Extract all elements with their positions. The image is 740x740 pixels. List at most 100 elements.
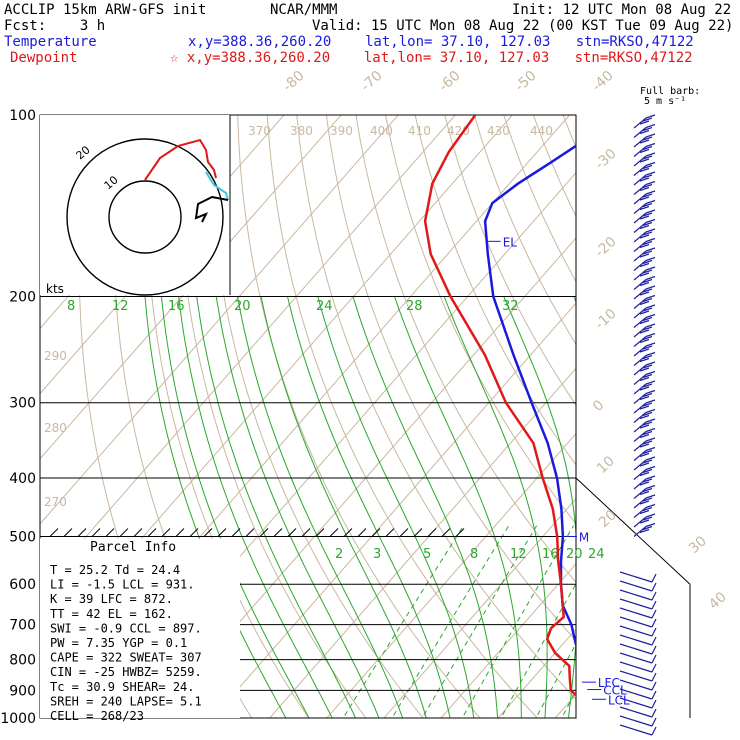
wind-barb xyxy=(633,285,656,300)
mixing-ratio-line xyxy=(561,689,576,718)
pressure-axis: 100 200 300 400 500 600 700 800 900 1000 xyxy=(0,108,36,727)
hatch-mark xyxy=(175,528,185,537)
parcel-info-row: T = 25.2 Td = 24.4 xyxy=(50,563,180,577)
wind-barbs xyxy=(619,114,657,736)
hatch-mark xyxy=(455,528,465,537)
wind-barb xyxy=(633,304,656,319)
moist-adiabat-line xyxy=(237,296,404,718)
pressure-tick-label: 700 xyxy=(9,618,36,634)
dry-adiabat-line xyxy=(532,115,576,218)
wind-barb xyxy=(633,209,656,224)
wind-barb xyxy=(633,484,656,499)
pressure-tick-label: 800 xyxy=(9,653,36,669)
wind-barb xyxy=(633,247,656,262)
valid-time: Valid: 15 UTC Mon 08 Aug 22 (00 KST Tue … xyxy=(312,18,733,34)
hatch-mark xyxy=(343,528,353,537)
wind-barb xyxy=(619,589,657,601)
wind-barb xyxy=(619,661,657,673)
parcel-info-row: Tc = 30.9 SHEAR= 24. xyxy=(50,680,195,694)
pressure-tick-label: 300 xyxy=(9,396,36,412)
hatch-mark xyxy=(105,528,115,537)
moist-adiabat-label: 24 xyxy=(316,299,333,314)
hodograph-ring xyxy=(108,180,182,254)
parcel-info-row: CELL = 268/23 xyxy=(50,709,144,723)
wind-barb xyxy=(619,715,657,727)
wind-barb xyxy=(633,418,656,433)
hatch-mark xyxy=(147,528,157,537)
hatch-mark xyxy=(119,528,129,537)
mixing-ratio-label: 8 xyxy=(470,547,478,562)
hatch-mark xyxy=(399,528,409,537)
hatch-mark xyxy=(413,528,423,537)
moist-adiabat-label: 8 xyxy=(67,299,75,314)
wind-barb xyxy=(633,133,656,148)
wind-barb xyxy=(633,323,656,338)
hatch-mark xyxy=(273,528,283,537)
wind-barb xyxy=(633,446,656,461)
mixing-ratio-label: 16 xyxy=(542,547,559,562)
wind-barb xyxy=(633,228,656,243)
wind-barb xyxy=(619,607,657,619)
dry-adiabat-line xyxy=(207,115,424,718)
isotherm-label: -20 xyxy=(592,234,620,261)
parcel-level-label: LFC xyxy=(598,676,620,690)
wind-barb xyxy=(619,598,657,610)
isotherm-label: 10 xyxy=(594,453,618,477)
hatch-mark xyxy=(231,528,241,537)
wind-barb xyxy=(633,408,656,423)
isotherm-line xyxy=(326,432,576,718)
wind-barb xyxy=(633,180,656,195)
hatch-mark xyxy=(385,528,395,537)
wind-barb xyxy=(619,616,657,628)
barb-legend-line1: Full barb: xyxy=(640,86,700,97)
mixing-ratio-label: 5 xyxy=(423,547,431,562)
parcel-info-row: K = 39 LFC = 872. xyxy=(50,592,173,606)
hatch-mark xyxy=(371,528,381,537)
isotherm-label: -60 xyxy=(436,68,464,95)
wind-barb xyxy=(633,456,656,471)
sounding-traces xyxy=(423,115,576,697)
moist-adiabat-line xyxy=(215,296,380,718)
wind-barb xyxy=(619,580,657,592)
parcel-level-label: CCL xyxy=(603,684,627,698)
mixing-ratio-line xyxy=(535,642,576,718)
wind-barb xyxy=(633,266,656,281)
dry-adiabat-line xyxy=(385,115,576,525)
wind-barb xyxy=(633,190,656,205)
pressure-tick-label: 500 xyxy=(9,529,36,545)
parcel-info-title: Parcel Info xyxy=(90,540,176,555)
hodograph-trace-mid xyxy=(205,171,229,201)
wind-barb xyxy=(633,475,656,490)
parcel-info-row: CIN = -25 HWBZ= 5259. xyxy=(50,665,202,679)
isotherm-line xyxy=(497,628,576,718)
parcel-info-row: LI = -1.5 LCL = 931. xyxy=(50,578,195,592)
wind-barb xyxy=(633,370,656,385)
wind-barb xyxy=(633,361,656,376)
isotherm-line xyxy=(658,102,740,731)
parcel-level-label: LCL xyxy=(608,693,630,707)
wind-barb xyxy=(633,342,656,357)
parcel-info-row: TT = 42 EL = 162. xyxy=(50,607,173,621)
theta-label: 400 xyxy=(370,124,393,138)
mixing-ratio-line xyxy=(342,525,464,718)
moist-adiabat-line xyxy=(613,297,661,731)
theta-label: 370 xyxy=(248,124,271,138)
hodograph-unit-label: kts xyxy=(46,282,64,296)
temperature-location-info: x,y=388.36,260.20 lat,lon= 37.10, 127.03… xyxy=(188,34,694,50)
mixing-ratio-label: 24 xyxy=(588,547,605,562)
isotherm-label: -50 xyxy=(512,68,540,95)
theta-label: 440 xyxy=(530,124,553,138)
moist-adiabat-line xyxy=(196,296,357,718)
wind-barb xyxy=(633,380,656,395)
parcel-info-row: SWI = -0.9 CCL = 897. xyxy=(50,621,202,635)
wind-barb xyxy=(633,494,656,509)
mixing-ratio-label: 12 xyxy=(510,547,527,562)
dewpoint-location-info: ☆ x,y=388.36,260.20 lat,lon= 37.10, 127.… xyxy=(170,50,693,66)
wind-barb xyxy=(619,724,657,736)
isotherm-line xyxy=(211,302,576,718)
wind-barb xyxy=(633,332,656,347)
moist-adiabat-label: 32 xyxy=(502,299,519,314)
isotherm-label: -70 xyxy=(358,68,386,95)
isotherm-line xyxy=(601,102,740,731)
isotherm-line xyxy=(40,115,399,525)
